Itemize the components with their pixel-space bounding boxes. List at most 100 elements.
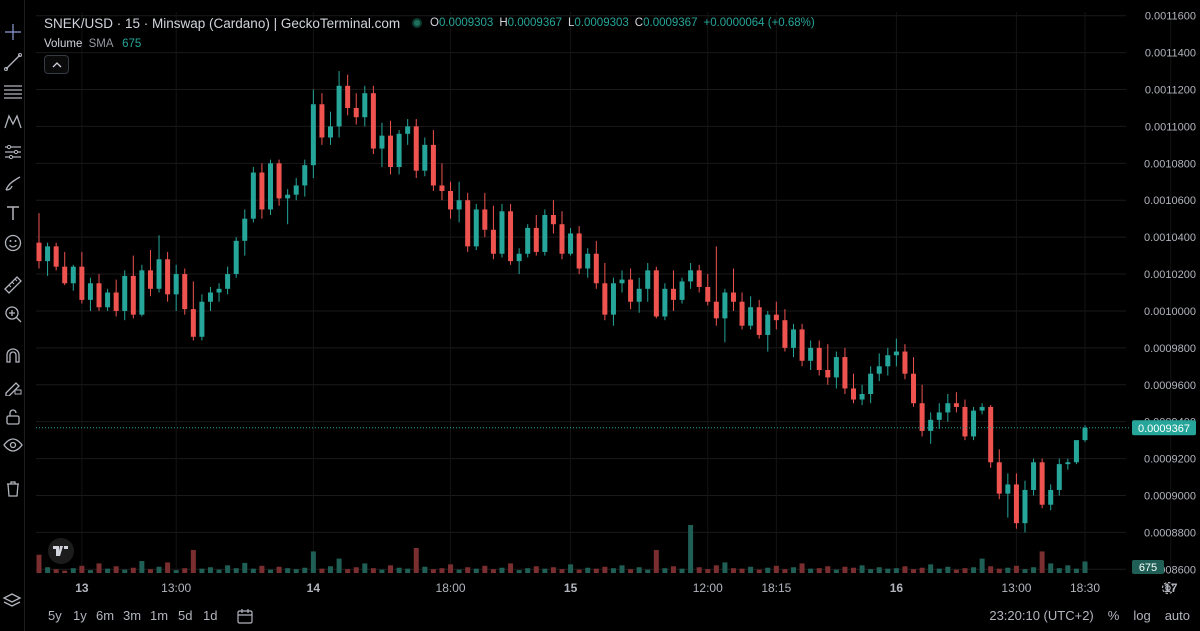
volume-bar (756, 569, 762, 573)
volume-bar (568, 564, 574, 573)
candle-body (1082, 427, 1088, 441)
y-tick-label: 0.0009000 (1144, 490, 1196, 502)
candle-body (413, 126, 419, 171)
candle-body (122, 275, 128, 311)
volume-bar (739, 568, 745, 573)
volume-bar (593, 568, 599, 573)
volume-bar (242, 562, 248, 573)
candle-body (465, 200, 471, 247)
candle-body (1005, 484, 1011, 494)
zoom-in-icon[interactable] (0, 302, 25, 326)
emoji-icon[interactable] (0, 231, 25, 255)
volume-bar (576, 569, 582, 573)
pattern-icon[interactable] (0, 110, 25, 134)
candle-body (902, 351, 908, 374)
candle-body (816, 347, 822, 371)
text-icon[interactable] (0, 201, 25, 225)
candle (328, 111, 334, 145)
brush-icon[interactable] (0, 171, 25, 195)
candle-body (868, 373, 874, 394)
ruler-icon[interactable] (0, 273, 25, 297)
volume-bar (851, 567, 857, 573)
candle (62, 251, 68, 286)
candle-body (730, 292, 736, 302)
eye-icon[interactable] (0, 433, 25, 457)
lock-drawing-icon[interactable] (0, 374, 25, 398)
volume-bar (628, 569, 634, 573)
candle (996, 449, 1002, 500)
candle-body (225, 274, 231, 289)
timeframe-1d[interactable]: 1d (203, 608, 218, 623)
candle (1082, 425, 1088, 442)
volume-label[interactable]: Volume (44, 38, 83, 50)
crosshair-icon[interactable] (0, 20, 25, 44)
volume-bar (293, 569, 299, 573)
candle (765, 310, 771, 352)
candle (147, 250, 153, 297)
chevron-up-icon (52, 61, 61, 67)
candle-body (448, 191, 454, 210)
settings-icon[interactable] (1160, 580, 1176, 596)
volume-bar (147, 569, 153, 573)
volume-bar (799, 563, 805, 573)
candle (790, 323, 796, 358)
trash-icon[interactable] (0, 476, 25, 500)
volume-bar (688, 525, 694, 573)
x-tick-label: 13 (75, 581, 89, 595)
candle (602, 262, 608, 321)
candle (799, 323, 805, 367)
volume-bar (36, 554, 42, 573)
volume-bar (250, 568, 256, 573)
candle-body (893, 351, 899, 356)
candle (868, 366, 874, 404)
timeframe-5d[interactable]: 5d (178, 608, 193, 623)
volume-bar (1048, 563, 1054, 573)
volume-bar (336, 558, 342, 573)
candle-body (696, 270, 702, 287)
collapse-legend-button[interactable] (44, 55, 69, 74)
timeframe-1m[interactable]: 1m (150, 608, 169, 623)
auto-toggle[interactable]: auto (1164, 608, 1190, 623)
percent-toggle[interactable]: % (1107, 608, 1120, 623)
timeframe-5y[interactable]: 5y (48, 608, 62, 623)
candle (267, 159, 273, 215)
candle (233, 237, 239, 278)
candle (70, 264, 76, 291)
volume-bar (62, 570, 68, 573)
volume-bar (653, 549, 659, 573)
clock-timezone[interactable]: 23:20:10 (UTC+2) (989, 608, 1094, 623)
last-price-tag: 0.0009367 (1132, 420, 1196, 436)
candle (216, 283, 222, 302)
candle (748, 296, 754, 330)
candle (225, 266, 231, 295)
log-toggle[interactable]: log (1133, 608, 1151, 623)
symbol-title[interactable]: SNEK/USD · 15 · Minswap (Cardano) | Geck… (44, 16, 401, 31)
layers-icon[interactable] (2, 591, 22, 611)
volume-bar (499, 567, 505, 573)
candle (713, 246, 719, 326)
timeframe-3m[interactable]: 3m (123, 608, 142, 623)
fib-icon[interactable] (0, 80, 25, 104)
volume-bar (662, 568, 668, 573)
timeframe-1y[interactable]: 1y (73, 608, 87, 623)
y-tick-label: 0.0011000 (1145, 121, 1196, 133)
forecast-icon[interactable] (0, 140, 25, 164)
volume-bar (190, 549, 196, 573)
candle (302, 159, 308, 197)
volume-bar (619, 565, 625, 573)
sma-value: 675 (122, 38, 142, 50)
candle (808, 340, 814, 371)
candle (645, 262, 651, 302)
tradingview-logo[interactable] (48, 538, 74, 564)
timeframe-6m[interactable]: 6m (96, 608, 115, 623)
candle (885, 347, 891, 376)
volume-bar (430, 569, 436, 573)
candle (499, 203, 505, 258)
candle-body (988, 406, 994, 463)
volume-bar (233, 568, 239, 573)
magnet-icon[interactable] (0, 344, 25, 368)
trend-line-icon[interactable] (0, 50, 25, 74)
date-range-icon[interactable] (236, 607, 254, 625)
price-chart[interactable]: 0.00086000.00088000.00090000.00092000.00… (26, 0, 1200, 600)
unlock-icon[interactable] (0, 405, 25, 429)
